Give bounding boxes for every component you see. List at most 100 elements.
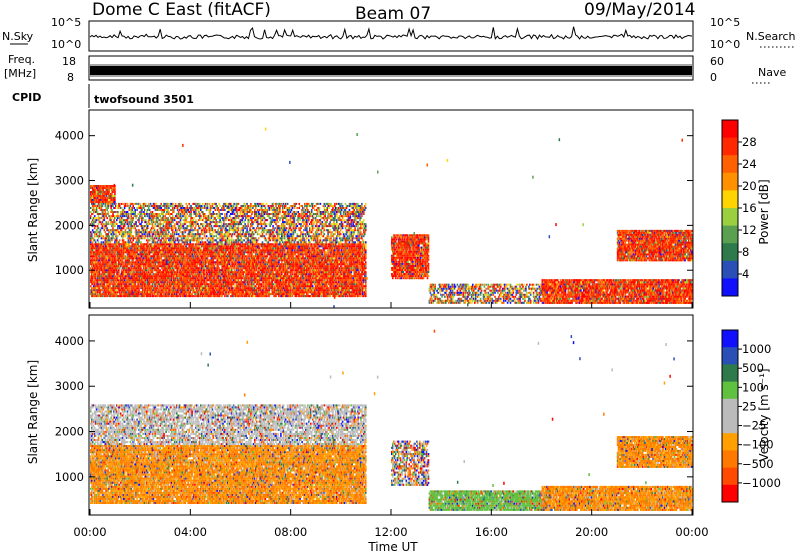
data-cell xyxy=(213,259,215,261)
data-cell xyxy=(291,261,293,263)
data-cell xyxy=(204,279,206,281)
data-cell xyxy=(194,291,196,293)
data-cell xyxy=(114,253,116,255)
data-cell xyxy=(137,287,139,289)
data-cell xyxy=(228,293,230,295)
data-cell xyxy=(228,249,230,251)
data-cell xyxy=(271,269,273,271)
data-cell xyxy=(118,277,120,279)
data-cell xyxy=(195,293,197,295)
data-cell xyxy=(199,265,201,267)
data-cell xyxy=(238,267,240,269)
data-cell xyxy=(109,247,111,249)
data-cell xyxy=(261,285,263,287)
data-cell xyxy=(213,287,215,289)
data-cell xyxy=(270,275,272,277)
data-cell xyxy=(175,277,177,279)
data-cell xyxy=(149,253,151,255)
data-cell xyxy=(235,263,237,265)
data-cell xyxy=(238,253,240,255)
data-cell xyxy=(147,243,149,245)
data-cell xyxy=(225,243,227,245)
cpid-value: twofsound 3501 xyxy=(94,93,194,106)
data-cell xyxy=(251,253,253,255)
data-cell xyxy=(267,263,269,265)
data-cell xyxy=(144,295,146,297)
data-cell xyxy=(293,255,295,257)
data-cell xyxy=(142,285,144,287)
data-cell xyxy=(278,263,280,265)
data-cell xyxy=(94,257,96,259)
data-cell xyxy=(228,285,230,287)
data-cell xyxy=(138,255,140,257)
data-cell xyxy=(147,273,149,275)
data-cell xyxy=(132,247,134,249)
data-cell xyxy=(207,257,209,259)
data-cell xyxy=(142,279,144,281)
data-cell xyxy=(118,279,120,281)
data-cell xyxy=(180,295,182,297)
data-cell xyxy=(270,245,272,247)
data-cell xyxy=(287,269,289,271)
data-cell xyxy=(263,283,265,285)
data-cell xyxy=(199,257,201,259)
data-cell xyxy=(272,247,274,249)
data-cell xyxy=(141,265,143,267)
data-cell xyxy=(249,245,251,247)
freq-label: Freq. xyxy=(8,53,35,66)
data-cell xyxy=(173,261,175,263)
data-cell xyxy=(230,249,232,251)
data-cell xyxy=(99,271,101,273)
data-cell xyxy=(121,293,123,295)
data-cell xyxy=(202,255,204,257)
data-cell xyxy=(202,285,204,287)
nave-label: Nave xyxy=(758,66,786,79)
data-cell xyxy=(103,253,105,255)
data-cell xyxy=(218,267,220,269)
data-cell xyxy=(148,269,150,271)
data-cell xyxy=(189,291,191,293)
data-cell xyxy=(227,253,229,255)
data-cell xyxy=(153,263,155,265)
data-cell xyxy=(293,261,295,263)
data-cell xyxy=(200,287,202,289)
data-cell xyxy=(246,255,248,257)
data-cell xyxy=(201,281,203,283)
data-cell xyxy=(99,259,101,261)
data-cell xyxy=(136,289,138,291)
data-cell xyxy=(226,273,228,275)
data-cell xyxy=(192,281,194,283)
data-cell xyxy=(187,273,189,275)
data-cell xyxy=(159,255,161,257)
data-cell xyxy=(216,263,218,265)
nsearch-tick-top: 10^5 xyxy=(710,16,740,29)
data-cell xyxy=(254,271,256,273)
data-cell xyxy=(177,271,179,273)
data-cell xyxy=(145,281,147,283)
data-cell xyxy=(283,265,285,267)
data-cell xyxy=(212,249,214,251)
data-cell xyxy=(272,271,274,273)
data-cell xyxy=(251,283,253,285)
data-cell xyxy=(146,271,148,273)
data-cell xyxy=(160,257,162,259)
data-cell xyxy=(239,261,241,263)
data-cell xyxy=(143,265,145,267)
data-cell xyxy=(98,283,100,285)
data-cell xyxy=(197,263,199,265)
data-cell xyxy=(97,291,99,293)
data-cell xyxy=(236,247,238,249)
data-cell xyxy=(202,259,204,261)
data-cell xyxy=(220,253,222,255)
data-cell xyxy=(172,243,174,245)
data-cell xyxy=(278,257,280,259)
data-cell xyxy=(269,291,271,293)
data-cell xyxy=(99,287,101,289)
data-cell xyxy=(110,283,112,285)
data-cell xyxy=(110,257,112,259)
data-cell xyxy=(244,285,246,287)
data-cell xyxy=(155,285,157,287)
data-cell xyxy=(105,293,107,295)
data-cell xyxy=(225,251,227,253)
data-cell xyxy=(277,279,279,281)
